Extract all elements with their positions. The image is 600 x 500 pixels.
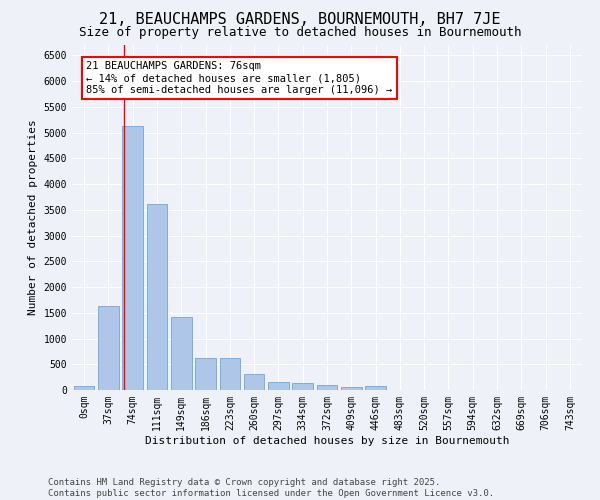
Text: Contains HM Land Registry data © Crown copyright and database right 2025.
Contai: Contains HM Land Registry data © Crown c…	[48, 478, 494, 498]
Bar	[292, 384, 313, 390]
Bar	[98, 306, 119, 390]
Bar	[244, 374, 265, 390]
Text: 21 BEAUCHAMPS GARDENS: 76sqm
← 14% of detached houses are smaller (1,805)
85% of: 21 BEAUCHAMPS GARDENS: 76sqm ← 14% of de…	[86, 62, 392, 94]
Bar	[317, 386, 337, 390]
Bar	[341, 388, 362, 390]
Bar	[195, 358, 216, 390]
Bar	[268, 382, 289, 390]
Bar	[122, 126, 143, 390]
Text: 21, BEAUCHAMPS GARDENS, BOURNEMOUTH, BH7 7JE: 21, BEAUCHAMPS GARDENS, BOURNEMOUTH, BH7…	[99, 12, 501, 28]
Bar	[365, 386, 386, 390]
Text: Size of property relative to detached houses in Bournemouth: Size of property relative to detached ho…	[79, 26, 521, 39]
Bar	[171, 317, 191, 390]
X-axis label: Distribution of detached houses by size in Bournemouth: Distribution of detached houses by size …	[145, 436, 509, 446]
Y-axis label: Number of detached properties: Number of detached properties	[28, 120, 38, 316]
Bar	[146, 204, 167, 390]
Bar	[220, 358, 240, 390]
Bar	[74, 386, 94, 390]
